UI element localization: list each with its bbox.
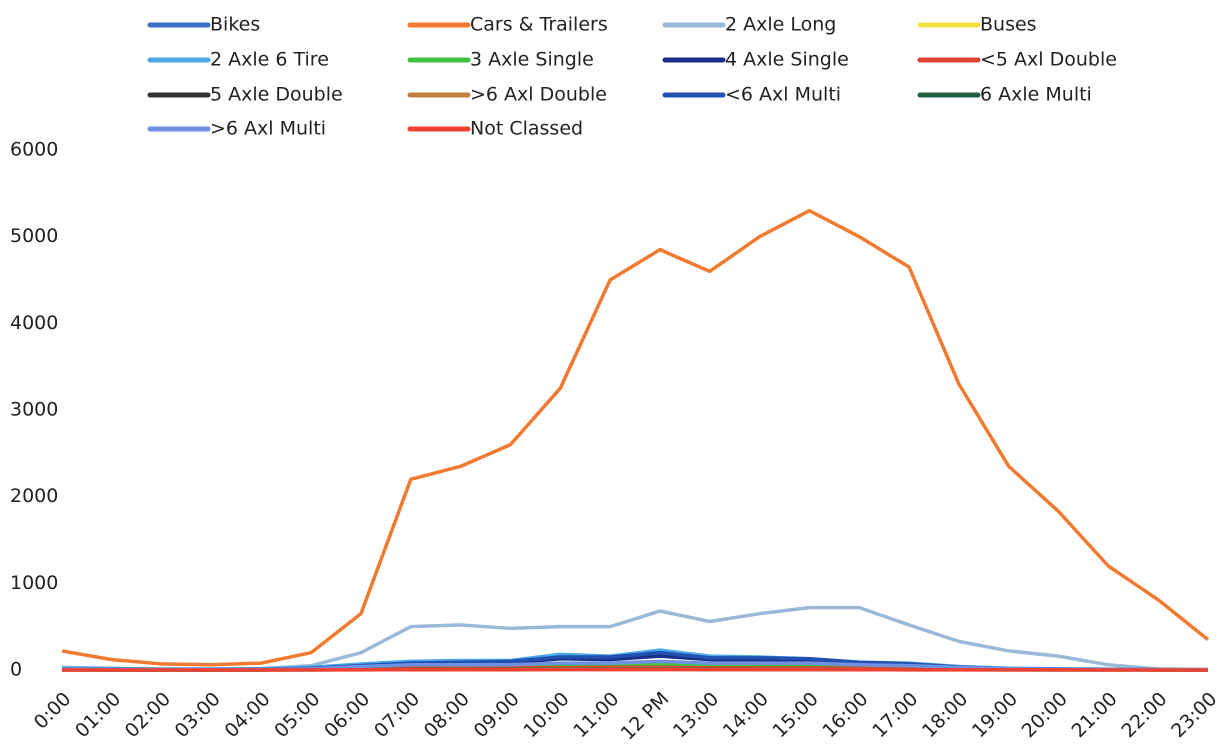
legend-label: 3 Axle Single	[470, 49, 594, 71]
legend-label: 2 Axle Long	[725, 14, 836, 36]
x-tick-label: 08:00	[420, 688, 474, 742]
x-tick-label: 18:00	[918, 688, 972, 742]
x-tick-label: 11:00	[569, 688, 623, 742]
legend-label: <5 Axl Double	[980, 49, 1117, 71]
x-tick-label: 21:00	[1067, 688, 1121, 742]
y-tick-label: 3000	[10, 399, 58, 421]
legend-label: >6 Axl Multi	[210, 118, 326, 140]
x-tick-label: 12 PM	[617, 688, 674, 745]
y-tick-label: 5000	[10, 225, 58, 247]
x-tick-label: 15:00	[769, 688, 823, 742]
x-tick-label: 02:00	[121, 688, 175, 742]
y-tick-label: 2000	[10, 485, 58, 507]
legend-label: 2 Axle 6 Tire	[210, 49, 329, 71]
x-tick-label: 19:00	[968, 688, 1022, 742]
x-tick-label: 06:00	[320, 688, 374, 742]
legend-label: >6 Axl Double	[470, 84, 607, 106]
x-tick-label: 03:00	[171, 688, 225, 742]
y-tick-label: 4000	[10, 312, 58, 334]
y-tick-label: 0	[10, 659, 22, 681]
x-tick-label: 14:00	[719, 688, 773, 742]
y-tick-label: 1000	[10, 572, 58, 594]
x-tick-label: 0:00	[30, 688, 76, 734]
series-line	[61, 208, 1210, 667]
x-tick-label: 05:00	[270, 688, 324, 742]
x-tick-label: 13:00	[669, 688, 723, 742]
legend-label: 4 Axle Single	[725, 49, 849, 71]
legend-label: Not Classed	[470, 118, 583, 140]
legend-label: Buses	[980, 14, 1037, 36]
x-tick-label: 20:00	[1018, 688, 1072, 742]
legend-label: 5 Axle Double	[210, 84, 343, 106]
x-tick-label: 10:00	[519, 688, 573, 742]
x-tick-label: 07:00	[370, 688, 424, 742]
legend-label: Cars & Trailers	[470, 14, 608, 36]
x-tick-label: 17:00	[868, 688, 922, 742]
x-tick-label: 22:00	[1117, 688, 1171, 742]
x-tick-label: 04:00	[220, 688, 274, 742]
y-tick-label: 6000	[10, 139, 58, 161]
x-tick-label: 23:00	[1167, 688, 1220, 742]
legend-label: Bikes	[210, 14, 260, 36]
x-tick-label: 09:00	[470, 688, 524, 742]
x-tick-label: 16:00	[818, 688, 872, 742]
legend-label: 6 Axle Multi	[980, 84, 1092, 106]
legend-label: <6 Axl Multi	[725, 84, 841, 106]
x-tick-label: 01:00	[71, 688, 125, 742]
